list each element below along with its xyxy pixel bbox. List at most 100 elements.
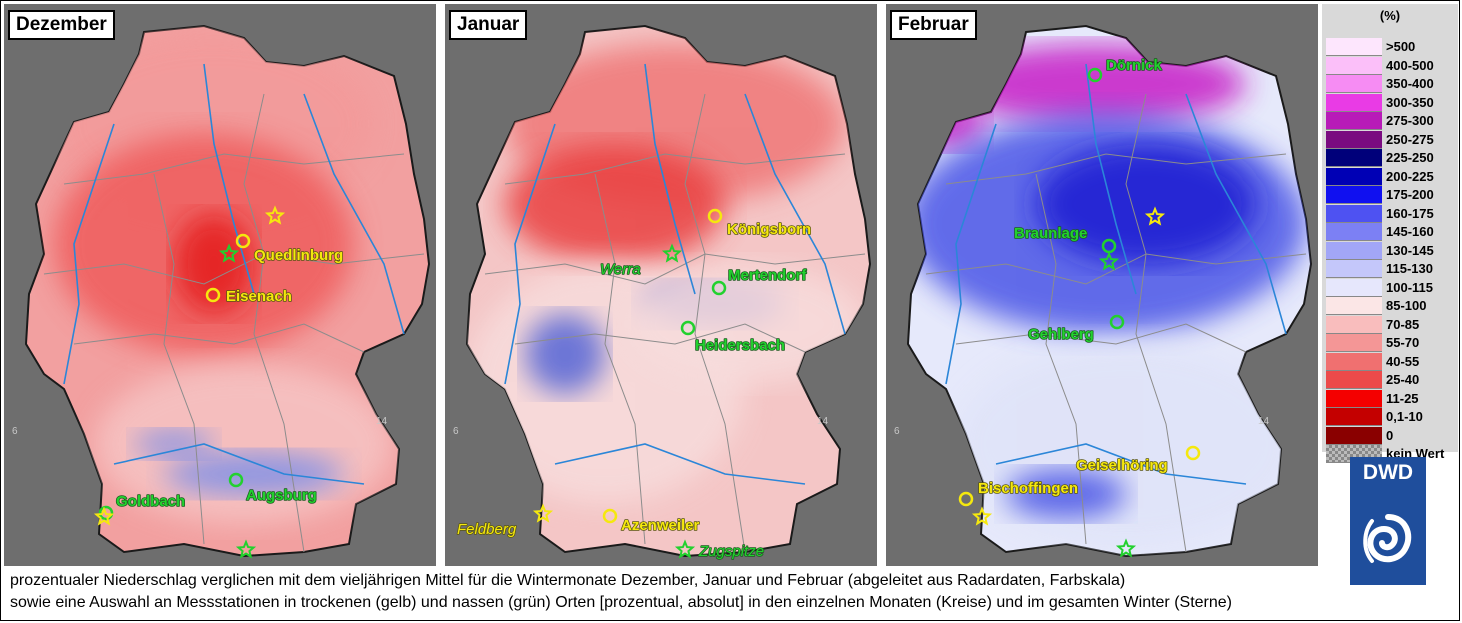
station-circle-marker [205, 287, 221, 303]
station-circle-marker [602, 508, 618, 524]
legend-swatch [1326, 112, 1382, 130]
station-circle-marker [228, 472, 244, 488]
legend-swatch [1326, 408, 1382, 426]
precip-anomaly-field [525, 314, 605, 394]
legend-swatch [1326, 186, 1382, 204]
station-label: Mertendorf [728, 267, 807, 284]
legend-swatch [1326, 75, 1382, 93]
station-label: Gehlberg [1028, 326, 1094, 343]
dwd-logo: DWD [1350, 457, 1426, 585]
legend-row: 250-275 [1326, 130, 1456, 149]
legend-row: 350-400 [1326, 75, 1456, 93]
winter-star-marker [971, 506, 993, 526]
legend-label: 350-400 [1386, 76, 1434, 91]
legend-swatch [1326, 278, 1382, 297]
legend-label: 225-250 [1386, 150, 1434, 165]
precip-anomaly-field [1006, 469, 1126, 519]
legend-swatch [1326, 149, 1382, 167]
winter-star-marker [1115, 538, 1137, 558]
color-legend: (%) >500 400-500 350-400 300-350 275-300 250-… [1322, 4, 1458, 463]
legend-label: 250-275 [1386, 131, 1434, 147]
legend-row: 300-350 [1326, 93, 1456, 112]
legend-label: 70-85 [1386, 316, 1420, 332]
lon-tick-14: 14 [376, 416, 388, 427]
legend-row: 160-175 [1326, 204, 1456, 223]
station-label: Azenweiler [621, 517, 700, 534]
precip-anomaly-field [134, 430, 214, 458]
station-circle-marker [1087, 67, 1103, 83]
legend-label: 0,1-10 [1386, 409, 1423, 424]
lon-tick-6: 6 [12, 426, 18, 437]
legend-row: 85-100 [1326, 297, 1456, 315]
station-circle-marker [711, 280, 727, 296]
legend-label: 400-500 [1386, 57, 1434, 73]
legend-label: 0 [1386, 427, 1394, 443]
station-star-marker [532, 503, 554, 523]
legend-swatch [1326, 241, 1382, 260]
legend-swatch [1326, 297, 1382, 315]
station-star-marker [674, 539, 696, 559]
station-circle-marker [680, 320, 696, 336]
station-label: Augsburg [246, 487, 317, 504]
legend-swatch [1326, 260, 1382, 278]
station-circle-marker [958, 491, 974, 507]
legend-swatch [1326, 204, 1382, 223]
legend-label: 100-115 [1386, 279, 1433, 295]
lon-tick-14: 14 [817, 416, 829, 427]
legend-row: 400-500 [1326, 56, 1456, 75]
month-label: Februar [890, 10, 977, 40]
legend-row: 0 [1326, 426, 1456, 445]
precip-anomaly-field [956, 344, 1296, 544]
station-label: Zugspitze [698, 543, 764, 560]
station-label: Feldberg [457, 521, 517, 538]
legend-label: >500 [1386, 39, 1416, 54]
legend-label: 11-25 [1386, 390, 1419, 406]
legend-row: 145-160 [1326, 223, 1456, 241]
legend-row: 225-250 [1326, 149, 1456, 167]
legend-row: 275-300 [1326, 112, 1456, 130]
caption-line-2: sowie eine Auswahl an Messstationen in t… [10, 594, 1232, 611]
legend-label: 115-130 [1386, 261, 1433, 276]
station-label: Geiselhöring [1076, 457, 1168, 474]
station-star-marker [661, 243, 683, 263]
precip-anomaly-field [174, 214, 254, 314]
map-panel-dezember: Quedlinburg Eisenach Goldbach Augsburg 6 14… [4, 4, 436, 566]
legend-label: 175-200 [1386, 187, 1434, 202]
legend-label: 25-40 [1386, 372, 1420, 387]
map-dezember: Quedlinburg Eisenach Goldbach Augsburg 6 14 [12, 24, 431, 559]
caption-line-1: prozentualer Niederschlag verglichen mit… [10, 572, 1126, 589]
lon-tick-6: 6 [453, 426, 459, 437]
legend-swatch [1326, 389, 1382, 408]
station-label: Heidersbach [695, 337, 785, 354]
legend-label: 275-300 [1386, 113, 1434, 128]
winter-star-marker [218, 243, 240, 263]
station-circle-marker [707, 208, 723, 224]
station-label: Braunlage [1014, 225, 1087, 242]
legend-row: 115-130 [1326, 260, 1456, 278]
precip-anomaly-field [164, 452, 344, 496]
legend-swatch [1326, 56, 1382, 75]
station-circle-marker [98, 505, 114, 521]
legend-row: >500 [1326, 38, 1456, 56]
map-februar: Dörnick Braunlage Gehlberg Geiselhöring Bisc… [894, 24, 1313, 558]
legend-row: 55-70 [1326, 334, 1456, 352]
lon-tick-6: 6 [894, 426, 900, 437]
legend-label: 200-225 [1386, 168, 1434, 184]
map-januar: Königsborn Mertendorf Heidersbach Azenweile… [453, 24, 872, 561]
winter-star-marker [1098, 251, 1120, 271]
legend-label: 55-70 [1386, 335, 1420, 350]
swirl-icon [1363, 514, 1412, 563]
winter-star-marker [235, 539, 257, 559]
station-label: Eisenach [226, 288, 292, 305]
legend-swatch [1326, 352, 1382, 371]
legend-swatch [1326, 426, 1382, 445]
legend-swatch [1326, 315, 1382, 334]
legend-row: 25-40 [1326, 371, 1456, 389]
station-label: Dörnick [1106, 57, 1163, 74]
legend-swatch [1326, 130, 1382, 149]
legend-label: 85-100 [1386, 298, 1427, 313]
legend-swatch [1326, 334, 1382, 352]
station-label: Goldbach [116, 493, 185, 510]
legend-swatch [1326, 93, 1382, 112]
station-circle-marker [1185, 445, 1201, 461]
